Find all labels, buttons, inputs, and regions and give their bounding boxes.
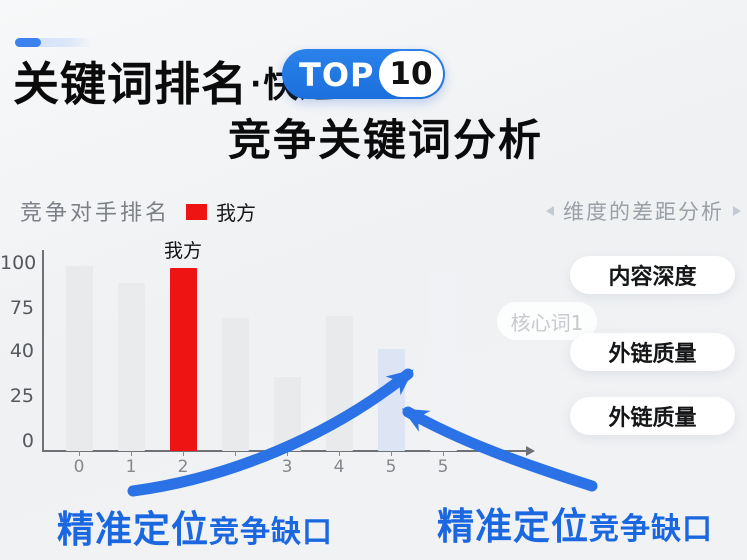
- callout-left-strong: 精准定位: [57, 508, 209, 551]
- x-tick: [443, 451, 444, 456]
- chart-title: 竞争对手排名: [20, 201, 171, 226]
- chart-legend: 我方: [186, 197, 256, 226]
- x-tick: [339, 451, 340, 456]
- y-tick-label: 100: [0, 252, 37, 274]
- x-tick: [131, 451, 132, 456]
- bar-chart-plot-area: [42, 253, 534, 451]
- callout-right: 精准定位竞争缺口: [437, 496, 713, 550]
- our-bar-label: 我方: [163, 240, 202, 262]
- x-tick-label: 5: [385, 457, 397, 477]
- legend-swatch-red: [186, 203, 207, 220]
- x-tick-label: 0: [73, 457, 85, 477]
- bar-ours: [169, 268, 197, 451]
- x-tick-label: 1: [125, 457, 137, 477]
- decorative-progress-bar: [15, 38, 93, 47]
- title-main: 关键词排名: [13, 57, 248, 111]
- page-subtitle: 竞争关键词分析: [228, 116, 543, 166]
- panel-header: 维度的差距分析: [540, 196, 747, 226]
- bar: [65, 266, 93, 451]
- chevron-right-icon: [733, 206, 741, 216]
- dimension-tag-1[interactable]: 内容深度: [570, 256, 735, 294]
- x-tick-label: 3: [281, 457, 293, 477]
- callout-right-rest: 竞争缺口: [589, 512, 713, 547]
- x-tick: [183, 451, 184, 456]
- x-tick-label: 4: [333, 457, 345, 477]
- bar: [325, 316, 353, 451]
- x-tick: [287, 451, 288, 456]
- chevron-left-icon: [546, 206, 554, 216]
- y-tick-label: 25: [9, 385, 34, 407]
- bar: [377, 349, 405, 451]
- dimension-tag-3[interactable]: 外链质量: [570, 397, 735, 435]
- y-axis-line: [42, 250, 44, 452]
- bar: [429, 272, 457, 451]
- title-separator: ·: [250, 67, 262, 102]
- y-tick-label: 40: [9, 340, 34, 362]
- x-tick: [235, 451, 236, 456]
- x-tick: [495, 451, 496, 456]
- callout-left-rest: 竞争缺口: [209, 515, 333, 550]
- bar: [273, 377, 301, 451]
- dimension-tag-2[interactable]: 外链质量: [570, 333, 735, 371]
- x-tick-label: 5: [437, 457, 449, 477]
- panel-header-label: 维度的差距分析: [563, 200, 724, 224]
- x-tick: [391, 451, 392, 456]
- callout-left: 精准定位竞争缺口: [57, 499, 333, 553]
- y-tick-label: 75: [9, 297, 34, 319]
- top10-badge: TOP 10: [282, 49, 445, 99]
- bar: [117, 283, 145, 451]
- faded-keyword-tag: 核心词1: [497, 302, 597, 340]
- x-tick: [79, 451, 80, 456]
- top-badge-number: 10: [379, 51, 443, 97]
- legend-label: 我方: [216, 201, 256, 225]
- top-badge-text: TOP: [299, 56, 375, 94]
- decorative-progress-fill: [15, 38, 41, 47]
- callout-right-strong: 精准定位: [437, 505, 589, 548]
- y-tick-label: 0: [21, 430, 34, 452]
- x-tick-label: 2: [177, 457, 189, 477]
- bar: [221, 318, 249, 451]
